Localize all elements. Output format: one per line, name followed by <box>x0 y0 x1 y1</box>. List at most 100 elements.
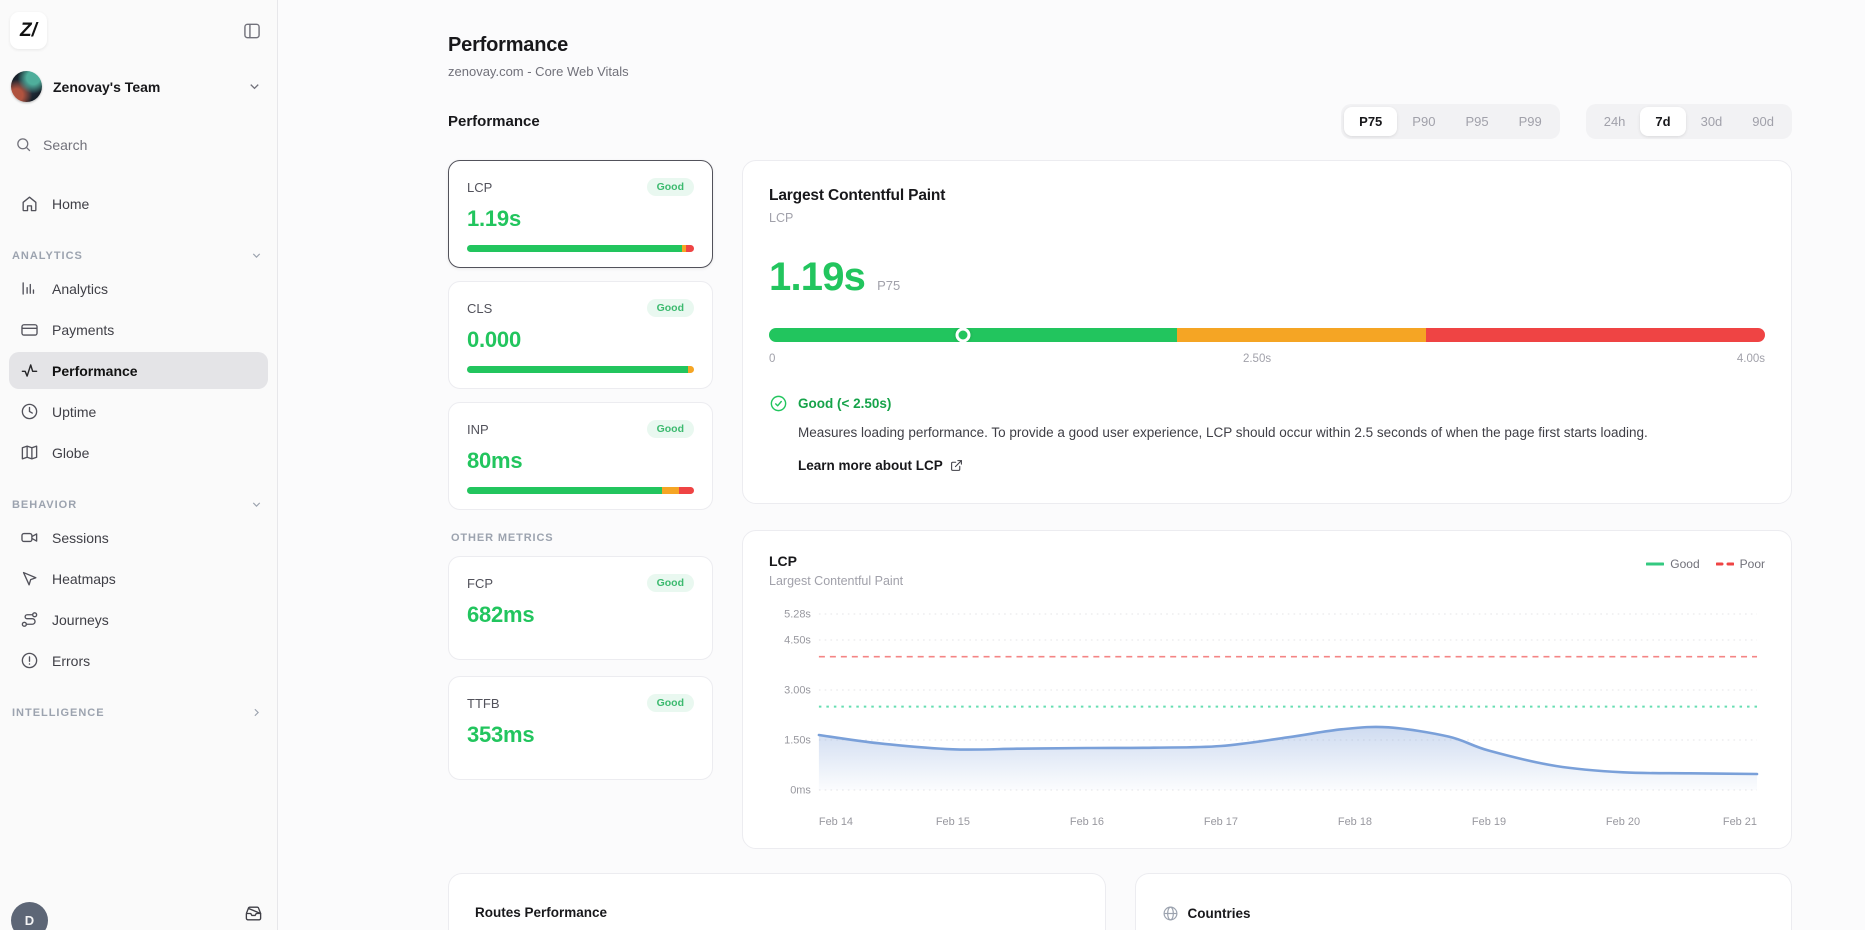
metric-card-cls[interactable]: CLS Good 0.000 <box>448 281 713 389</box>
chevron-down-icon <box>247 79 262 94</box>
scale-labels: 0 2.50s 4.00s <box>769 353 1765 368</box>
metric-label: FCP <box>467 575 493 591</box>
inbox-icon[interactable] <box>244 904 263 923</box>
learn-more-link[interactable]: Learn more about LCP <box>798 458 963 473</box>
team-avatar <box>11 71 42 102</box>
metric-card-inp[interactable]: INP Good 80ms <box>448 402 713 510</box>
legend-item-poor: Poor <box>1715 557 1765 571</box>
percentile-button-p75[interactable]: P75 <box>1344 107 1398 136</box>
metric-card-ttfb[interactable]: TTFB Good 353ms <box>448 676 713 780</box>
metric-value: 0.000 <box>467 327 521 352</box>
sidebar-item-globe[interactable]: Globe <box>9 434 268 471</box>
lcp-area-chart: 5.28s 4.50s 3.00s 1.50s 0ms Feb 14 Feb 15 Feb 1… <box>784 608 1759 828</box>
clock-icon <box>20 402 39 421</box>
svg-text:5.28s: 5.28s <box>784 608 811 620</box>
controls-row: Performance P75 P90 P95 P99 24h 7d 30d 9… <box>448 104 1792 139</box>
sidebar-item-performance[interactable]: Performance <box>9 352 268 389</box>
metric-label: INP <box>467 421 489 437</box>
routes-performance-card: Routes Performance <box>448 872 1106 930</box>
cursor-icon <box>20 569 39 588</box>
search-placeholder: Search <box>43 136 88 153</box>
status-badge: Good <box>646 420 694 438</box>
globe-icon <box>1162 905 1179 922</box>
nav-section-analytics[interactable]: ANALYTICS <box>12 249 263 262</box>
svg-text:3.00s: 3.00s <box>784 684 811 696</box>
metric-value: 1.19s <box>467 206 521 231</box>
range-button-30d[interactable]: 30d <box>1686 107 1738 136</box>
metric-detail-panel: Largest Contentful Paint LCP 1.19s P75 0… <box>742 160 1792 504</box>
svg-text:4.50s: 4.50s <box>784 634 811 646</box>
sidebar-item-uptime[interactable]: Uptime <box>9 393 268 430</box>
nav-section-label: INTELLIGENCE <box>12 706 105 719</box>
app-logo: Z/ <box>10 12 47 49</box>
status-line: Good (< 2.50s) <box>798 396 892 411</box>
sidebar-item-label: Journeys <box>52 611 109 628</box>
metric-label: CLS <box>467 300 493 316</box>
metric-value: 80ms <box>467 448 523 473</box>
search-icon <box>15 136 32 153</box>
metric-threshold-bar <box>467 245 694 252</box>
search-input[interactable]: Search <box>9 132 268 157</box>
percentile-button-p95[interactable]: P95 <box>1450 107 1503 136</box>
nav-section-behavior[interactable]: BEHAVIOR <box>12 498 263 511</box>
svg-text:Feb 14: Feb 14 <box>819 816 853 828</box>
range-button-24h[interactable]: 24h <box>1589 107 1641 136</box>
time-range-group: 24h 7d 30d 90d <box>1585 104 1792 139</box>
sidebar-item-label: Sessions <box>52 529 109 546</box>
video-camera-icon <box>20 528 39 547</box>
routes-performance-title: Routes Performance <box>475 904 608 920</box>
detail-subtitle: LCP <box>769 211 794 225</box>
metric-card-lcp[interactable]: LCP Good 1.19s <box>448 160 713 268</box>
svg-text:Feb 20: Feb 20 <box>1606 816 1640 828</box>
range-button-7d[interactable]: 7d <box>1640 107 1686 136</box>
sidebar-item-sessions[interactable]: Sessions <box>9 519 268 556</box>
sidebar-item-heatmaps[interactable]: Heatmaps <box>9 560 268 597</box>
value-marker <box>955 328 971 342</box>
scale-label-mid: 2.50s <box>1242 353 1272 365</box>
chart-subtitle: Largest Contentful Paint <box>769 573 904 588</box>
metrics-column: LCP Good 1.19s CLS Good 0.000 INP Good <box>448 160 713 849</box>
metric-card-fcp[interactable]: FCP Good 682ms <box>448 556 713 660</box>
sidebar-item-home[interactable]: Home <box>9 185 268 222</box>
sidebar-item-payments[interactable]: Payments <box>9 311 268 348</box>
detail-column: Largest Contentful Paint LCP 1.19s P75 0… <box>742 160 1792 849</box>
percentile-button-p99[interactable]: P99 <box>1504 107 1557 136</box>
range-button-90d[interactable]: 90d <box>1737 107 1789 136</box>
sidebar-collapse-icon[interactable] <box>242 21 262 41</box>
chevron-down-icon <box>250 498 263 511</box>
lcp-trend-chart-card: LCP Largest Contentful Paint Good Poor <box>742 529 1792 849</box>
sidebar-item-analytics[interactable]: Analytics <box>9 270 268 307</box>
bar-chart-icon <box>20 279 39 298</box>
legend-item-good: Good <box>1646 557 1700 571</box>
svg-text:Feb 17: Feb 17 <box>1204 816 1238 828</box>
nav-section-label: BEHAVIOR <box>12 498 78 511</box>
sidebar-header: Z/ <box>9 10 268 49</box>
detail-value: 1.19s <box>769 255 866 299</box>
nav-section-intelligence[interactable]: INTELLIGENCE <box>12 706 263 719</box>
sidebar-item-label: Errors <box>52 652 91 669</box>
status-badge: Good <box>646 299 694 317</box>
chart-legend: Good Poor <box>1646 557 1765 571</box>
team-name: Zenovay's Team <box>53 78 161 95</box>
svg-text:Feb 18: Feb 18 <box>1338 816 1372 828</box>
svg-text:0ms: 0ms <box>790 784 811 796</box>
learn-more-label: Learn more about LCP <box>798 457 943 473</box>
sidebar: Z/ Zenovay's Team Search Home ANALYTICS <box>0 0 278 930</box>
chevron-down-icon <box>250 249 263 262</box>
sidebar-item-journeys[interactable]: Journeys <box>9 601 268 638</box>
section-title: Performance <box>448 113 540 130</box>
metric-threshold-bar <box>467 487 694 494</box>
user-avatar[interactable]: D <box>11 902 48 930</box>
sidebar-item-label: Globe <box>52 444 90 461</box>
svg-text:1.50s: 1.50s <box>784 734 811 746</box>
poor-line-swatch <box>1715 562 1734 566</box>
percentile-button-p90[interactable]: P90 <box>1397 107 1450 136</box>
metric-value: 353ms <box>467 722 535 747</box>
team-switcher[interactable]: Zenovay's Team <box>9 71 268 102</box>
page-subtitle: zenovay.com - Core Web Vitals <box>448 64 629 79</box>
main-content: Performance zenovay.com - Core Web Vital… <box>278 0 1865 930</box>
route-icon <box>20 610 39 629</box>
sidebar-footer: D <box>11 902 263 930</box>
metric-label: TTFB <box>467 695 500 711</box>
sidebar-item-errors[interactable]: Errors <box>9 642 268 679</box>
